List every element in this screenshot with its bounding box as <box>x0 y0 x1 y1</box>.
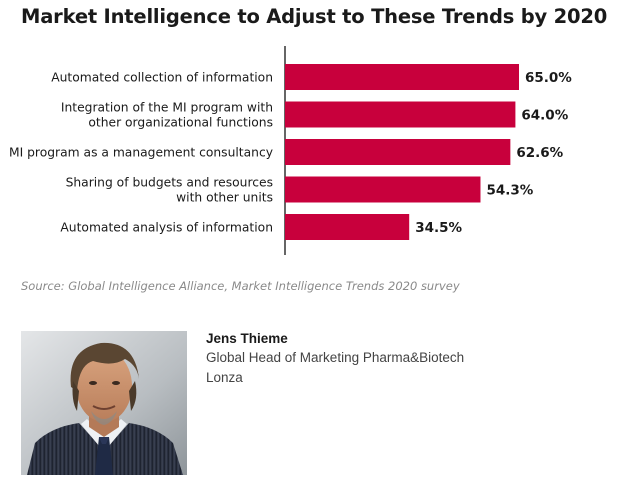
category-label: Integration of the MI program with other … <box>61 101 273 130</box>
bar <box>285 214 410 240</box>
bar <box>285 139 511 165</box>
bar-value-label: 54.3% <box>486 183 533 199</box>
category-label-line: MI program as a management consultancy <box>9 146 273 160</box>
category-label-line: Automated analysis of information <box>60 221 273 235</box>
bar-chart: 65.0% Automated collection of information… <box>9 46 572 255</box>
category-label-line: Integration of the MI program with <box>61 101 273 115</box>
chart-source-note: Source: Global Intelligence Alliance, Ma… <box>21 279 460 293</box>
category-label: Automated analysis of information <box>60 221 273 235</box>
category-label: MI program as a management consultancy <box>9 146 273 160</box>
author-name: Jens Thieme <box>206 331 288 346</box>
category-label-line: other organizational functions <box>88 116 273 130</box>
bar <box>285 64 519 90</box>
bar-value-label: 62.6% <box>516 145 563 161</box>
bar-value-label: 34.5% <box>415 220 462 236</box>
chart-title: Market Intelligence to Adjust to These T… <box>21 5 608 28</box>
bar <box>285 176 481 203</box>
bar-value-label: 65.0% <box>525 70 572 86</box>
category-label: Sharing of budgets and resources with oth… <box>66 176 273 205</box>
author-company: Lonza <box>206 370 243 385</box>
category-label-line: Sharing of budgets and resources <box>66 176 273 190</box>
category-label-line: with other units <box>176 191 273 205</box>
bar-value-label: 64.0% <box>521 108 568 124</box>
author-photo <box>21 331 187 475</box>
bar <box>285 101 516 128</box>
category-label: Automated collection of information <box>51 71 273 85</box>
category-label-line: Automated collection of information <box>51 71 273 85</box>
author-role: Global Head of Marketing Pharma&Biotech <box>206 350 465 365</box>
